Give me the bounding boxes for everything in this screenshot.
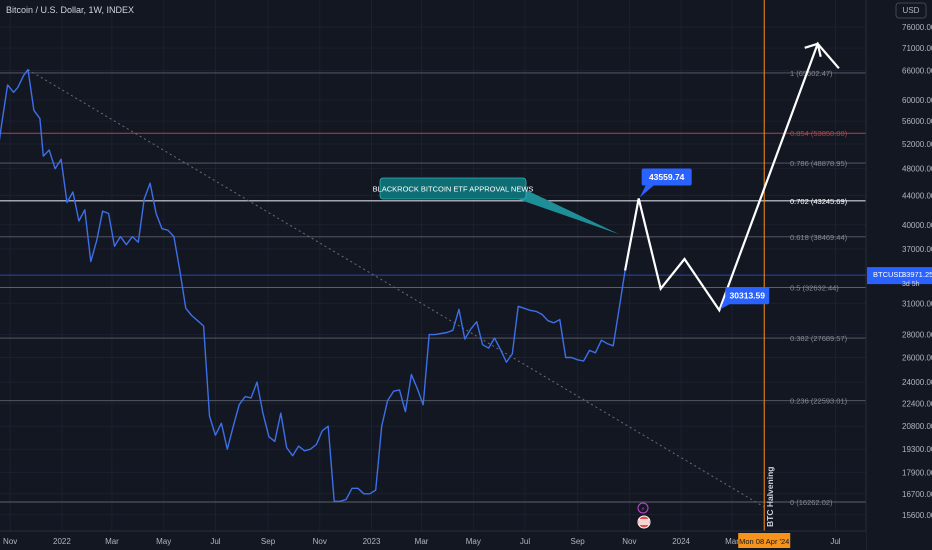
time-tick-label: Mar xyxy=(415,537,429,546)
time-tick-label: 2024 xyxy=(672,537,690,546)
trend-line[interactable] xyxy=(27,69,765,508)
fib-level-label: 0.5 (32632.44) xyxy=(790,283,839,292)
time-tick-label: Nov xyxy=(622,537,636,546)
chart-title: Bitcoin / U.S. Dollar, 1W, INDEX xyxy=(6,5,135,15)
flash-glyph: ⚡ xyxy=(641,506,645,513)
price-series xyxy=(0,0,866,531)
fib-level-label: 0.854 (53850.00) xyxy=(790,129,848,138)
price-tick-label: 37000.00 xyxy=(902,245,932,254)
time-tick-label: Jul xyxy=(210,537,220,546)
time-tick-label: Mar xyxy=(105,537,119,546)
price-tick-label: 48000.00 xyxy=(902,165,932,174)
time-tick-label: Mar xyxy=(725,537,739,546)
dotted-trend-line xyxy=(27,69,765,508)
price-axis[interactable]: 76000.00 71000.00 66000.00 60000.00 56000.00… xyxy=(865,0,932,550)
price-tick-label: 20800.00 xyxy=(902,422,932,431)
time-tick-label: 2023 xyxy=(363,537,381,546)
halving-date-box xyxy=(738,533,791,548)
etf-callout-text: BLACKROCK BITCOIN ETF APPROVAL NEWS xyxy=(373,185,534,194)
price-tick-label: 24000.00 xyxy=(902,378,932,387)
currency-label: USD xyxy=(903,6,920,15)
price-tick-label: 76000.00 xyxy=(902,23,932,32)
flag-stripes xyxy=(639,519,649,525)
fib-level-label: 0 (16262.02) xyxy=(790,498,833,507)
time-axis[interactable]: Nov 2022 Mar May Jul Sep Nov 2023 Mar May Jul Sep No… xyxy=(0,530,866,550)
fib-level-label: 1 (65502.47) xyxy=(790,69,833,78)
price-tick-label: 71000.00 xyxy=(902,44,932,53)
fib-level-label: 0.236 (22593.01) xyxy=(790,397,848,406)
current-price-tag xyxy=(867,267,932,285)
price-tick-label: 16700.00 xyxy=(902,490,932,499)
price-tick-label: 26000.00 xyxy=(902,353,932,362)
price-tick-label: 15600.00 xyxy=(902,511,932,520)
price-tick-label: 40000.00 xyxy=(902,221,932,230)
price-tick-label: 44000.00 xyxy=(902,191,932,200)
price-tick-label: 19300.00 xyxy=(902,445,932,454)
etf-callout-pointer xyxy=(512,189,620,235)
bar-countdown: 3d 5h xyxy=(902,281,920,288)
projection-path[interactable] xyxy=(624,41,840,313)
projection-arrow-head xyxy=(804,42,822,58)
price-tick-label: 52000.00 xyxy=(902,140,932,149)
fib-level-label: 0.618 (38469.44) xyxy=(790,233,848,242)
halving-date-label: Mon 08 Apr '24 xyxy=(739,537,789,546)
price-tick-label: 31000.00 xyxy=(902,299,932,308)
current-symbol: BTCUSD xyxy=(873,270,904,279)
price-tick-label: 17900.00 xyxy=(902,468,932,477)
time-tick-label: Nov xyxy=(3,537,17,546)
halving-label: BTC Halvening xyxy=(765,467,775,527)
btc-price-line xyxy=(0,68,626,502)
price-tick-label: 56000.00 xyxy=(902,117,932,126)
time-tick-label: May xyxy=(466,537,481,546)
price-tick-label: 28000.00 xyxy=(902,331,932,340)
etf-callout-box xyxy=(379,177,527,200)
flash-event-icon xyxy=(637,502,649,514)
peak-label-text: 43559.74 xyxy=(649,172,685,182)
time-axis-background xyxy=(0,531,866,550)
fib-level-label: 0.382 (27689.57) xyxy=(790,334,848,343)
fib-level-label: 0.702 (43245.69) xyxy=(790,197,848,206)
time-tick-label: Sep xyxy=(570,537,585,546)
peak-label-box xyxy=(641,168,692,186)
time-tick-label: Jul xyxy=(520,537,530,546)
peak-label-pointer xyxy=(639,185,654,198)
price-tick-label: 66000.00 xyxy=(902,67,932,76)
annotations[interactable]: BLACKROCK BITCOIN ETF APPROVAL NEWS 43559… xyxy=(373,168,776,529)
low-label-box xyxy=(725,287,770,305)
fib-level-label: 0.786 (48878.95) xyxy=(790,159,848,168)
low-label-text: 30313.59 xyxy=(730,291,766,301)
time-tick-label: Nov xyxy=(313,537,327,546)
time-tick-label: 2022 xyxy=(53,537,71,546)
time-tick-label: May xyxy=(156,537,171,546)
currency-box xyxy=(895,2,927,19)
current-price-value: 33971.25 xyxy=(902,270,932,279)
time-tick-label: Sep xyxy=(261,537,276,546)
price-tick-label: 60000.00 xyxy=(902,96,932,105)
time-tick-label: Jul xyxy=(830,537,840,546)
price-tick-label: 22400.00 xyxy=(902,399,932,408)
